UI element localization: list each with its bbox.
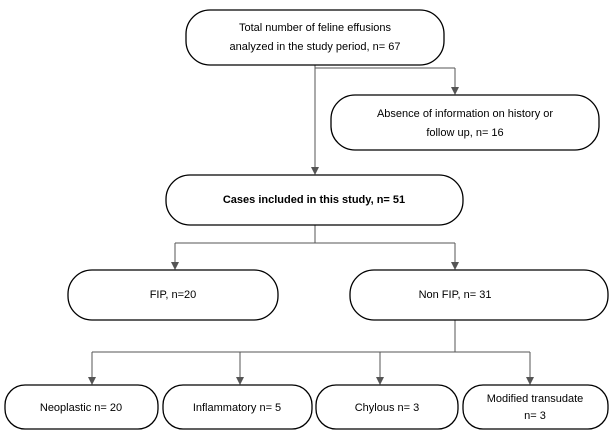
- node-label: Absence of information on history or: [377, 108, 553, 120]
- connectors: [88, 65, 534, 385]
- node-box: [315, 384, 459, 430]
- node-label: n= 3: [524, 410, 546, 422]
- node-label: analyzed in the study period, n= 67: [230, 41, 401, 53]
- labels: Total number of feline effusions analyze…: [40, 22, 583, 422]
- node-label: Chylous n= 3: [355, 402, 420, 414]
- boxes: [4, 9, 609, 430]
- node-label: Neoplastic n= 20: [40, 402, 122, 414]
- node-box: [4, 384, 159, 430]
- node-label: Total number of feline effusions: [239, 22, 392, 34]
- node-box: [185, 9, 445, 66]
- node-box: [462, 384, 609, 430]
- node-label: Modified transudate: [487, 393, 584, 405]
- node-box: [349, 269, 609, 321]
- node-box: [330, 94, 600, 151]
- node-label: Inflammatory n= 5: [193, 402, 281, 414]
- node-box: [67, 269, 279, 321]
- node-label: follow up, n= 16: [426, 127, 503, 139]
- node-label: FIP, n=20: [150, 289, 197, 301]
- node-box: [162, 384, 313, 430]
- node-label: Cases included in this study, n= 51: [223, 194, 405, 206]
- node-label: Non FIP, n= 31: [419, 289, 492, 301]
- node-box: [165, 174, 464, 226]
